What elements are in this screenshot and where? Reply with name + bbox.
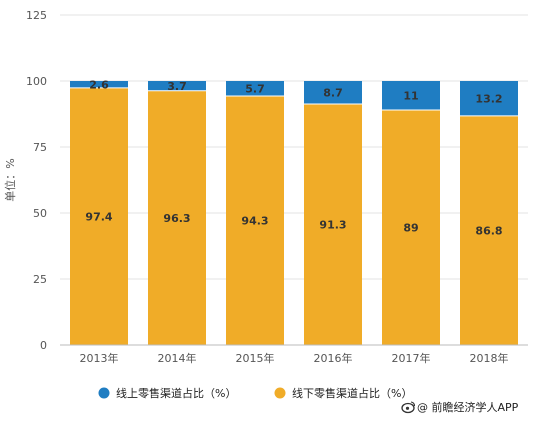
data-labels: 97.4 2.6 96.3 3.7 94.3 5.7 91.3 8.7 89 11 86.8 13.2 [85, 78, 502, 237]
x-tick-label: 2014年 [158, 351, 197, 365]
legend-marker [98, 387, 110, 399]
y-tick-label: 125 [26, 9, 47, 22]
offline-label-2: 94.3 [241, 215, 268, 228]
y-tick-label: 25 [33, 273, 47, 286]
online-bar-4 [382, 81, 440, 111]
online-label-4: 11 [403, 90, 418, 103]
y-axis-ticks: 0 25 50 75 100 125 [26, 9, 47, 352]
y-tick-label: 100 [26, 75, 47, 88]
x-tick-label: 2013年 [80, 351, 119, 365]
x-tick-label: 2015年 [236, 351, 275, 365]
offline-label-0: 97.4 [85, 210, 112, 223]
online-label-2: 5.7 [245, 83, 265, 96]
offline-bar-2 [226, 96, 284, 345]
grid-lines [60, 14, 528, 280]
online-label-3: 8.7 [323, 86, 343, 99]
x-axis-ticks: 2013年 2014年 2015年 2016年 2017年 2018年 [80, 351, 509, 365]
legend-label: 线上零售渠道占比（%） [116, 386, 236, 400]
x-tick-label: 2017年 [392, 351, 431, 365]
credit: @ 前瞻经济学人APP [401, 400, 519, 414]
online-bar-5 [460, 81, 518, 116]
legend-label: 线下零售渠道占比（%） [292, 386, 412, 400]
online-label-5: 13.2 [475, 92, 502, 105]
offline-label-5: 86.8 [475, 224, 502, 237]
y-tick-label: 50 [33, 207, 47, 220]
x-tick-label: 2018年 [470, 351, 509, 365]
legend: 线上零售渠道占比（%） 线下零售渠道占比（%） [98, 386, 412, 400]
y-tick-label: 0 [40, 339, 47, 352]
online-bar-3 [304, 81, 362, 104]
offline-bar-1 [148, 90, 206, 345]
online-bar-0 [70, 81, 128, 88]
online-bar-1 [148, 81, 206, 91]
x-tick-label: 2016年 [314, 351, 353, 365]
offline-label-4: 89 [403, 222, 418, 235]
offline-bar-3 [304, 103, 362, 345]
offline-bar-5 [460, 115, 518, 346]
legend-marker [274, 387, 286, 399]
offline-bar-4 [382, 110, 440, 345]
y-axis-label: 单位：% [3, 158, 17, 201]
credit-text: @ 前瞻经济学人APP [417, 400, 519, 414]
offline-label-1: 96.3 [163, 212, 190, 225]
online-bar-2 [226, 81, 284, 97]
bars [70, 81, 518, 346]
offline-bar-0 [70, 87, 128, 345]
online-label-1: 3.7 [167, 80, 187, 93]
y-tick-label: 75 [33, 141, 47, 154]
offline-label-3: 91.3 [319, 218, 346, 231]
online-label-0: 2.6 [89, 78, 109, 91]
weibo-icon [401, 401, 416, 414]
